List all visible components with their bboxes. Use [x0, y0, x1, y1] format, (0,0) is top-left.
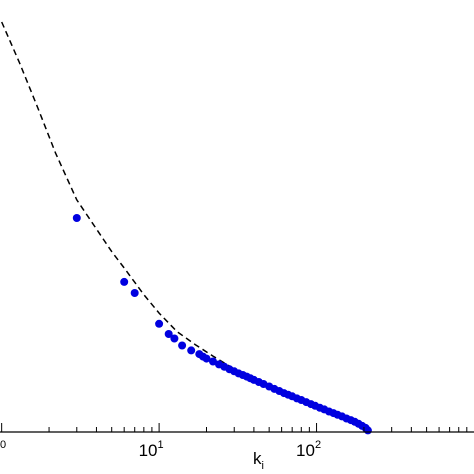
x-tick-label-base: 10 [296, 441, 315, 460]
x-tick-label-exponent: 0 [0, 439, 6, 451]
data-point [120, 277, 129, 286]
data-point [72, 214, 81, 222]
x-tick-label-base: 10 [139, 441, 158, 460]
x-tick-label: 101 [139, 439, 164, 460]
x-tick-label: 100 [0, 439, 6, 460]
data-point [209, 357, 217, 366]
data-point [170, 334, 179, 343]
x-axis-label: ki [253, 449, 264, 472]
x-tick-layer: 100101102 [0, 423, 468, 460]
data-point [155, 319, 164, 328]
x-axis-label-sub: i [262, 460, 264, 472]
data-point [202, 354, 211, 363]
x-tick-label: 102 [296, 439, 321, 460]
data-point [164, 330, 173, 338]
marker-layer [72, 214, 372, 435]
data-point [178, 341, 187, 350]
x-tick-label-exponent: 1 [158, 439, 164, 451]
x-tick-label-exponent: 2 [315, 439, 321, 451]
x-axis-label-main: k [253, 449, 262, 468]
data-point [363, 426, 372, 435]
data-point [187, 346, 196, 355]
data-point [130, 289, 139, 297]
